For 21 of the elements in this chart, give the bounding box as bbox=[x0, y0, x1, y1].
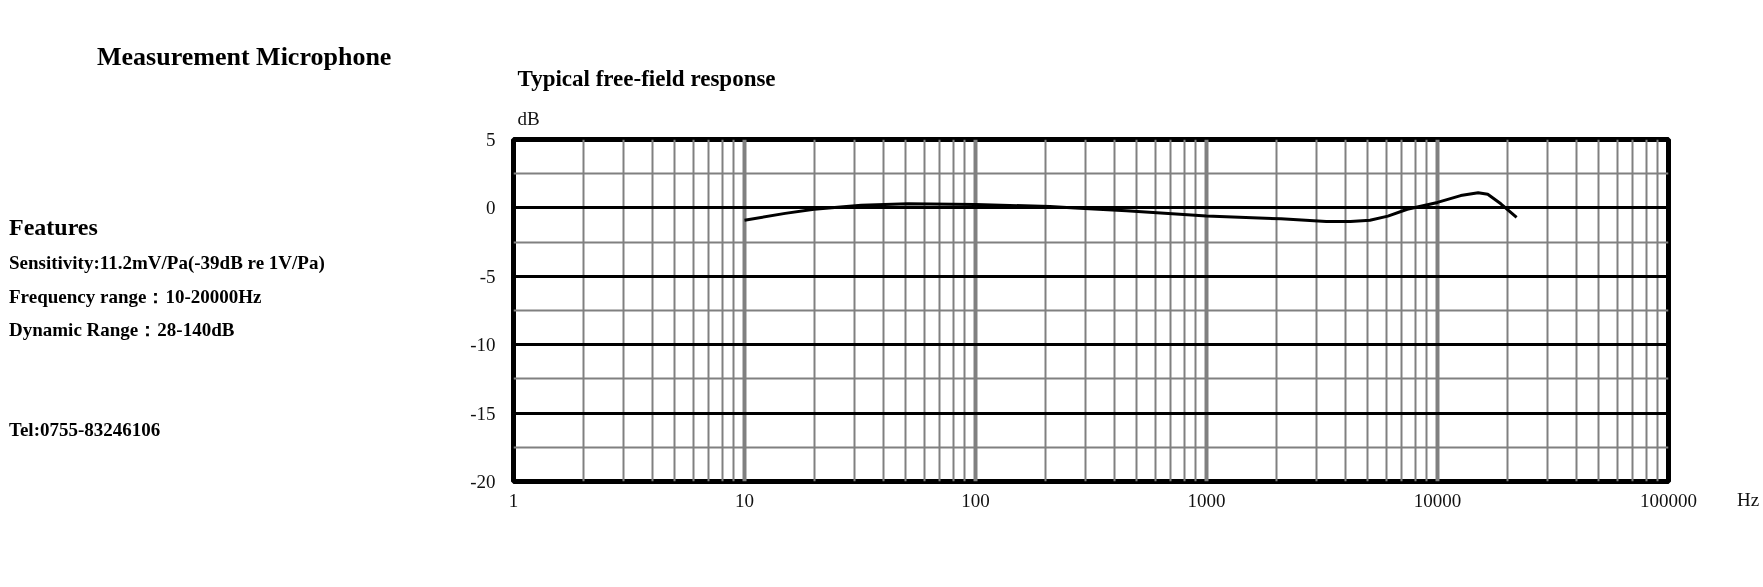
x-tick-label: 1 bbox=[508, 489, 519, 511]
x-tick-label: 100 bbox=[961, 489, 990, 511]
y-tick-label: -10 bbox=[470, 334, 496, 356]
text: Sensitivity:11.2mV/Pa(-39dB re 1V/Pa) bbox=[9, 252, 325, 273]
y-tick-label: -5 bbox=[479, 265, 496, 287]
x-axis-title: Hz bbox=[1737, 489, 1760, 511]
y-tick-label: -15 bbox=[470, 402, 496, 424]
y-axis-title: dB bbox=[517, 107, 540, 129]
text: Features bbox=[9, 214, 98, 241]
text: Frequency range：10-20000Hz bbox=[9, 286, 262, 307]
x-tick-label: 10000 bbox=[1413, 489, 1462, 511]
x-tick-label: 100000 bbox=[1640, 489, 1697, 511]
text: Tel:0755-83246106 bbox=[9, 419, 161, 440]
text: Measurement Microphone bbox=[97, 42, 392, 71]
y-tick-label: 0 bbox=[486, 197, 496, 219]
x-tick-label: 1000 bbox=[1187, 489, 1226, 511]
x-tick-label: 10 bbox=[735, 489, 754, 511]
y-tick-label: -20 bbox=[470, 471, 496, 492]
y-tick-label: 5 bbox=[486, 129, 496, 150]
text: Dynamic Range：28-140dB bbox=[9, 319, 235, 340]
chart-title: Typical free-field response bbox=[517, 65, 776, 91]
